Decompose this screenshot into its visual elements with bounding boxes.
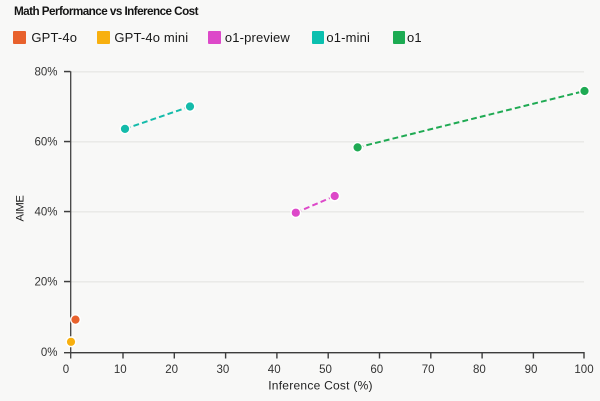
- svg-text:80%: 80%: [34, 67, 57, 79]
- svg-text:70: 70: [422, 364, 435, 376]
- svg-text:0%: 0%: [41, 347, 58, 359]
- svg-text:20%: 20%: [34, 277, 57, 289]
- svg-text:Inference Cost (%): Inference Cost (%): [268, 379, 373, 393]
- svg-text:AIME: AIME: [15, 195, 27, 222]
- svg-text:0: 0: [63, 364, 69, 376]
- svg-text:60%: 60%: [34, 137, 57, 149]
- svg-text:40%: 40%: [34, 207, 57, 219]
- svg-text:40: 40: [268, 364, 281, 376]
- svg-text:60: 60: [370, 364, 383, 376]
- svg-text:20: 20: [165, 364, 178, 376]
- svg-text:90: 90: [525, 364, 538, 376]
- svg-text:80: 80: [473, 364, 486, 376]
- svg-text:100: 100: [574, 364, 593, 376]
- svg-text:10: 10: [114, 364, 127, 376]
- svg-text:30: 30: [217, 364, 230, 376]
- svg-text:50: 50: [319, 364, 332, 376]
